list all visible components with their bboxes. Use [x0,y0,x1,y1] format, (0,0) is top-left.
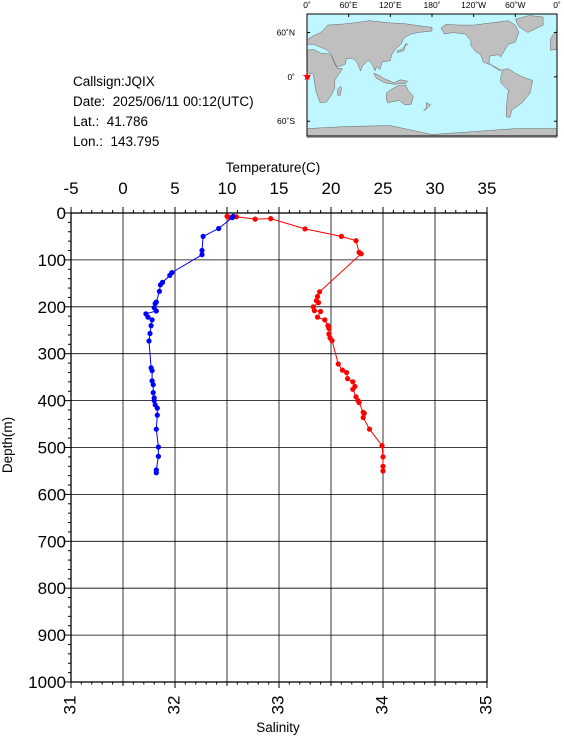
salinity-data-point [155,444,161,450]
depth-tick-label: 200 [38,298,66,317]
salinity-tick-label: 35 [476,696,495,715]
temperature-tick-label: 35 [478,179,497,198]
salinity-data-point [153,426,159,432]
depth-tick-label: 900 [38,626,66,645]
temperature-data-point [361,410,367,416]
temperature-axis: -5 0 5 10 15 20 25 30 35 Temperature(C) [63,160,496,213]
temperature-data-point [345,376,351,382]
longitude-text: Lon.: 143.795 [73,134,160,149]
temperature-data-point [356,399,362,406]
temperature-tick-label: 25 [374,179,393,198]
temperature-data-point [344,369,350,376]
depth-tick-label: 1000 [28,673,66,692]
temperature-tick-label: 20 [322,179,341,198]
grid-lines [70,212,488,683]
temperature-tick-label: -5 [63,179,78,198]
depth-tick-label: 600 [38,485,66,504]
salinity-axis: 31 32 33 34 35 Salinity [60,682,495,735]
salinity-data-point [154,412,160,418]
salinity-data-point [200,233,206,239]
depth-tick-label: 100 [38,251,66,270]
depth-tick-label: 500 [38,439,66,458]
depth-tick-label: 400 [38,392,66,411]
temperature-data-point [252,216,258,222]
temperature-data-point [326,325,332,331]
temperature-data-point [314,314,321,320]
salinity-data-point [151,398,157,404]
temperature-data-point [360,414,366,421]
salinity-series-line [145,216,234,473]
salinity-data-point [150,390,156,396]
salinity-data-point [199,247,205,254]
temperature-data-point [311,308,317,314]
depth-tick-label: 300 [38,345,66,364]
salinity-data-point [153,308,159,314]
salinity-tick-label: 31 [60,696,79,715]
salinity-data-point [148,323,154,329]
temperature-data-point [314,293,321,300]
temperature-data-point [302,226,308,232]
salinity-data-point [167,272,173,278]
temperature-tick-label: 30 [426,179,445,198]
depth-axis: 0 100 200 300 400 500 600 700 800 900 1000 Depth(m) [0,204,71,692]
temperature-tick-label: 0 [118,179,127,198]
salinity-data-point [153,470,159,476]
temperature-tick-label: 15 [270,179,289,198]
salinity-data-point [150,382,156,388]
salinity-data-point [149,317,155,323]
salinity-data-point [199,252,205,258]
salinity-data-point [157,282,163,288]
temperature-data-point [268,216,274,222]
salinity-data-point [152,300,158,307]
temperature-data-point [318,308,324,315]
temperature-tick-label: 10 [218,179,237,198]
depth-tick-label: 800 [38,579,66,598]
temperature-data-point [380,468,386,474]
temperature-data-point [317,289,323,295]
salinity-tick-label: 33 [268,696,287,715]
temperature-data-point [322,317,328,323]
depth-axis-title: Depth(m) [0,417,15,473]
depth-tick-label: 0 [57,204,66,223]
temperature-data-point [380,454,386,460]
salinity-data-point [156,288,162,294]
callsign-text: Callsign:JQIX [73,74,155,89]
temperature-data-point [315,300,322,306]
salinity-tick-label: 32 [164,696,183,715]
temperature-data-point [329,338,335,344]
salinity-data-point [154,405,160,411]
temperature-tick-label: 5 [170,179,179,198]
temperature-data-point [350,379,356,385]
salinity-data-point [146,338,152,344]
salinity-data-point [147,330,153,337]
temperature-data-point [335,361,341,367]
temperature-series [224,213,386,474]
temperature-data-point [338,233,344,239]
latitude-text: Lat.: 41.786 [73,114,149,129]
temperature-data-point [379,443,385,449]
temperature-data-point [380,463,386,469]
date-text: Date: 2025/06/11 00:12(UTC) [73,94,254,109]
station-info: Callsign:JQIX Date: 2025/06/11 00:12(UTC… [73,72,254,152]
temperature-data-point [366,426,373,432]
salinity-tick-label: 34 [372,696,391,715]
salinity-data-point [149,368,155,374]
temperature-data-point [339,367,345,373]
salinity-data-point [216,225,222,232]
temperature-axis-title: Temperature(C) [226,160,321,175]
temperature-data-point [350,386,356,392]
salinity-data-point [229,215,235,221]
salinity-data-point [145,314,151,320]
salinity-data-point [155,453,161,459]
temperature-data-point [353,238,359,244]
depth-tick-label: 700 [38,532,66,551]
salinity-series [143,213,236,476]
salinity-axis-title: Salinity [256,720,300,735]
temperature-data-point [358,251,364,257]
